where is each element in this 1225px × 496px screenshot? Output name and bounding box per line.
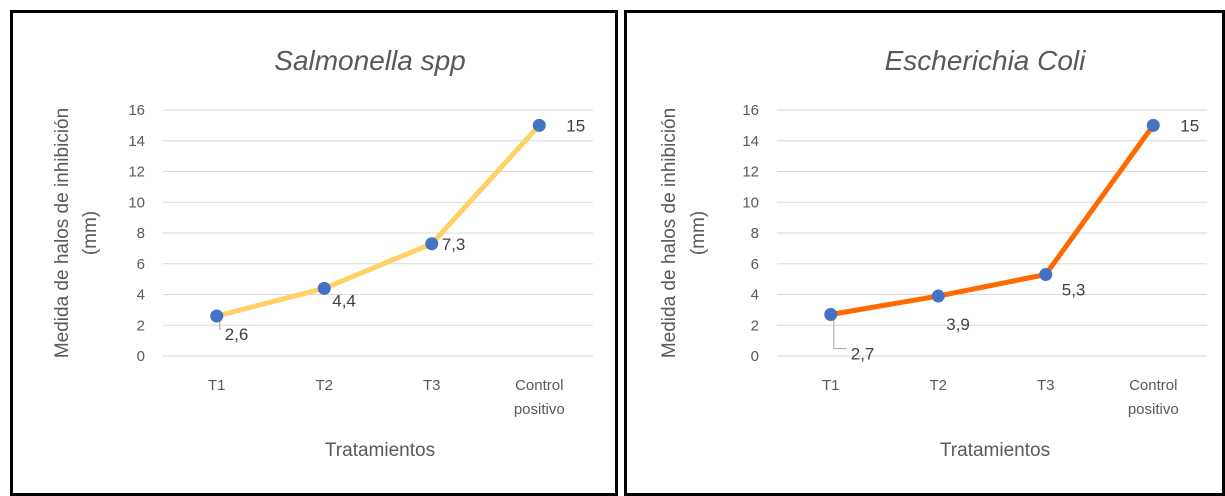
x-tick-label: Control positivo (514, 377, 565, 418)
y-axis-label: Medida de halos de inhibición (659, 108, 680, 358)
x-tick-label: T2 (929, 377, 947, 394)
data-point (1146, 118, 1160, 132)
data-point (532, 118, 546, 132)
x-tick-label: Control positivo (1128, 377, 1179, 418)
chart-title: Salmonella spp (274, 45, 465, 76)
y-tick-label: 0 (751, 348, 759, 365)
data-point (824, 307, 838, 321)
y-tick-label: 8 (137, 225, 145, 242)
data-point (1039, 268, 1053, 282)
y-tick-label: 16 (742, 102, 759, 119)
x-axis-label: Tratamientos (940, 440, 1050, 461)
chart-ecoli: Escherichia Coli 0 2 4 6 8 10 12 14 16 T1 T2 T3 Contr… (659, 45, 1207, 461)
y-tick-label: 2 (751, 317, 759, 334)
data-label: 7,3 (442, 235, 466, 254)
y-tick-label: 16 (128, 102, 145, 119)
y-tick-label: 14 (128, 133, 145, 150)
data-point (425, 237, 439, 251)
y-tick-label: 4 (751, 287, 759, 304)
x-tick-label: T2 (315, 377, 333, 394)
chart-salmonella: Salmonella spp 0 2 4 6 8 10 12 14 16 T1 T2 T3 Control… (52, 45, 593, 461)
y-axis-label-unit: (mm) (688, 211, 709, 255)
chart-title: Escherichia Coli (885, 45, 1087, 76)
y-tick-label: 0 (137, 348, 145, 365)
y-tick-label: 14 (742, 133, 759, 150)
y-axis-label-unit: (mm) (80, 211, 101, 255)
x-tick-label: T3 (1037, 377, 1055, 394)
y-tick-label: 4 (137, 287, 145, 304)
data-label: 2,6 (225, 325, 249, 344)
x-tick-label: T1 (822, 377, 840, 394)
series-line (828, 122, 1156, 317)
x-axis-label: Tratamientos (325, 440, 435, 461)
chart-panel-salmonella: Salmonella spp 0 2 4 6 8 10 12 14 16 T1 T2 T3 Control… (10, 10, 618, 496)
data-label-leader (219, 319, 221, 330)
data-label: 5,3 (1062, 281, 1086, 300)
y-tick-label: 6 (751, 256, 759, 273)
x-tick-label: T3 (423, 377, 441, 394)
y-tick-label: 10 (742, 194, 759, 211)
data-label: 3,9 (946, 315, 970, 334)
data-label: 15 (566, 116, 585, 135)
data-label: 15 (1180, 116, 1199, 135)
y-tick-label: 6 (137, 256, 145, 273)
y-tick-label: 10 (128, 194, 145, 211)
x-tick-label: T1 (208, 377, 226, 394)
y-tick-label: 12 (128, 164, 145, 181)
y-tick-label: 12 (742, 164, 759, 181)
data-point (931, 289, 945, 303)
y-tick-label: 8 (751, 225, 759, 242)
chart-panel-ecoli: Escherichia Coli 0 2 4 6 8 10 12 14 16 T1 T2 T3 Contr… (624, 10, 1225, 496)
data-point (210, 309, 224, 323)
y-tick-label: 2 (137, 317, 145, 334)
y-axis-label: Medida de halos de inhibición (52, 108, 73, 358)
data-point (317, 281, 331, 295)
series-line (214, 122, 542, 319)
data-label: 2,7 (851, 344, 875, 363)
data-label-leader (833, 317, 847, 349)
data-label: 4,4 (332, 291, 356, 310)
